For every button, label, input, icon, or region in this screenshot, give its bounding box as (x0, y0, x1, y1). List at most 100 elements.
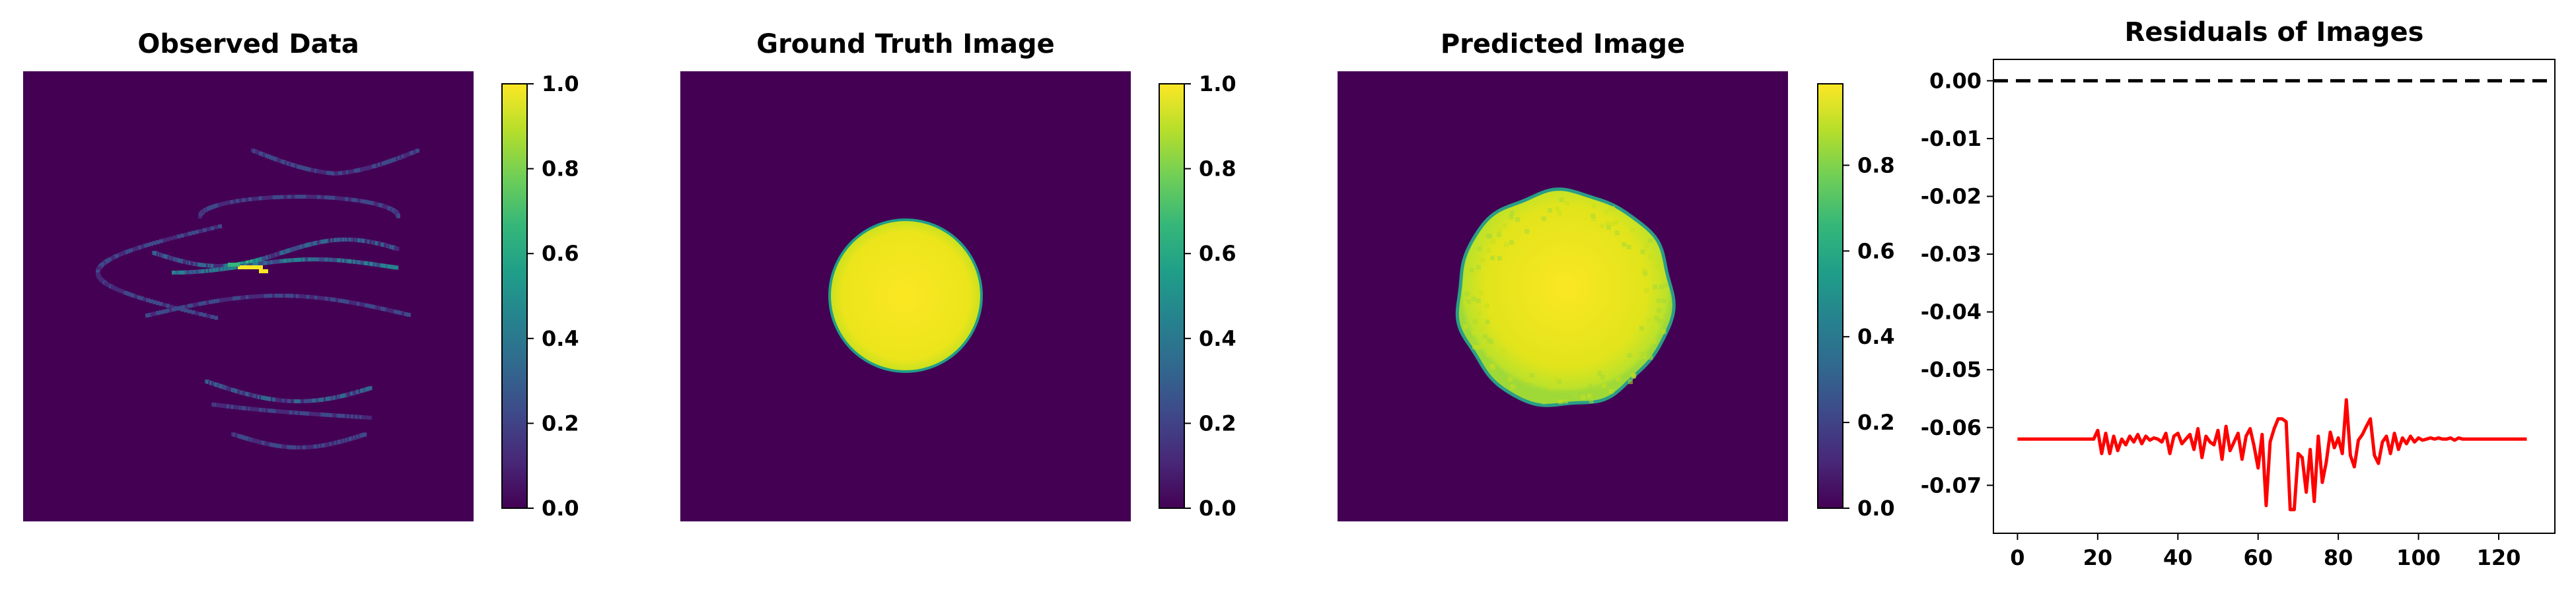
noise-pixel (1605, 221, 1610, 226)
noise-pixel (1471, 296, 1476, 302)
noise-pixel (1630, 228, 1635, 233)
sample-pixel (166, 304, 170, 308)
y-tick-label: -0.07 (1921, 473, 1982, 498)
noise-pixel (1502, 223, 1507, 228)
sample-pixel (328, 297, 332, 302)
sample-pixel (262, 294, 266, 298)
sample-pixel (306, 294, 310, 299)
colorbar-tick-label: 0.4 (1857, 324, 1895, 349)
sample-pixel (402, 312, 406, 316)
sample-pixel (317, 296, 321, 300)
noise-pixel (1480, 325, 1485, 331)
sample-pixel (151, 312, 155, 317)
sample-pixel (325, 296, 329, 301)
colorbar-tick-label: 0.4 (1199, 326, 1236, 351)
sample-pixel (367, 415, 372, 420)
noise-pixel (1476, 345, 1482, 350)
sample-pixel (129, 292, 133, 297)
sample-pixel (169, 308, 173, 312)
colorbar-ground-truth: 0.0 0.2 0.4 0.6 0.8 1.0 (1159, 71, 1236, 521)
sample-pixel (145, 314, 149, 317)
sample-pixel (335, 196, 339, 201)
sample-pixel (258, 196, 263, 201)
noise-pixel (1648, 355, 1653, 360)
sample-pixel (182, 305, 186, 310)
sample-pixel (149, 299, 153, 304)
sample-pixel (267, 294, 271, 298)
sample-pixel (164, 309, 168, 314)
y-tick-label: 0.00 (1929, 68, 1982, 93)
sample-pixel (162, 303, 166, 307)
x-tick-label: 100 (2396, 545, 2441, 570)
colorbar-observed-scale (501, 83, 528, 509)
noise-pixel (1648, 238, 1653, 243)
sample-pixel (365, 303, 369, 308)
sample-pixel (394, 310, 398, 314)
sample-pixel (262, 196, 266, 200)
x-tick-label: 40 (2163, 545, 2193, 570)
noise-pixel (1663, 314, 1668, 319)
noise-pixel (1622, 242, 1627, 247)
noise-pixel (1657, 308, 1662, 313)
noise-pixel (1509, 240, 1514, 245)
colorbar-tick-label: 0.4 (542, 326, 579, 351)
noise-pixel (1557, 379, 1562, 384)
sample-pixel (202, 313, 207, 317)
noise-pixel (1565, 201, 1570, 206)
sample-pixel (121, 290, 125, 294)
colorbar-tick-label: 1.0 (1199, 71, 1236, 96)
sample-pixel (330, 297, 334, 302)
noise-pixel (1463, 324, 1468, 329)
y-tick-label: -0.03 (1921, 242, 1982, 267)
sample-pixel (295, 195, 299, 199)
sample-pixel (415, 148, 419, 153)
sample-pixel (251, 294, 255, 299)
ground-truth-disk (831, 221, 980, 370)
x-tick-label: 60 (2243, 545, 2273, 570)
sample-pixel (143, 297, 147, 302)
sample-pixel (302, 195, 306, 199)
sample-pixel (341, 299, 345, 304)
sample-pixel (301, 294, 305, 299)
panel-title-observed: Observed Data (137, 29, 359, 59)
sample-pixel (322, 296, 326, 301)
noise-pixel (1655, 257, 1661, 263)
sample-pixel (349, 300, 353, 305)
sample-pixel (162, 238, 166, 242)
panel-residuals: Residuals of Images 0 20 40 60 80 100 120 0.00… (1921, 17, 2556, 570)
sample-pixel (306, 195, 310, 199)
sample-pixel (140, 244, 145, 249)
sample-pixel (343, 299, 347, 304)
sample-pixel (174, 306, 178, 311)
noise-pixel (1525, 378, 1530, 383)
sample-pixel (172, 235, 177, 240)
colorbar-tick-label: 1.0 (542, 71, 579, 96)
sample-pixel (161, 310, 165, 314)
sample-pixel (373, 201, 378, 206)
sample-pixel (332, 413, 337, 418)
sample-pixel (143, 244, 147, 248)
noise-pixel (1476, 310, 1482, 315)
colorbar-tick-label: 0.0 (542, 496, 579, 521)
noise-pixel (1554, 378, 1559, 383)
sample-pixel (206, 314, 211, 318)
sample-pixel (242, 198, 246, 203)
sample-pixel (169, 236, 174, 241)
noise-pixel (1478, 290, 1484, 296)
sample-pixel (362, 302, 366, 307)
noise-pixel (1464, 291, 1470, 296)
sample-pixel (386, 308, 390, 312)
sample-pixel (345, 197, 349, 201)
sample-pixel (153, 312, 157, 316)
sample-pixel (394, 265, 399, 270)
sample-pixel (210, 226, 215, 230)
noise-pixel (1549, 385, 1554, 390)
noise-pixel (1663, 282, 1668, 288)
noise-pixel (1469, 268, 1474, 273)
noise-pixel (1476, 298, 1481, 304)
sample-pixel (375, 306, 379, 310)
noise-pixel (1626, 244, 1631, 249)
noise-pixel (1659, 284, 1664, 290)
noise-pixel (1497, 228, 1503, 232)
noise-pixel (1497, 255, 1502, 261)
